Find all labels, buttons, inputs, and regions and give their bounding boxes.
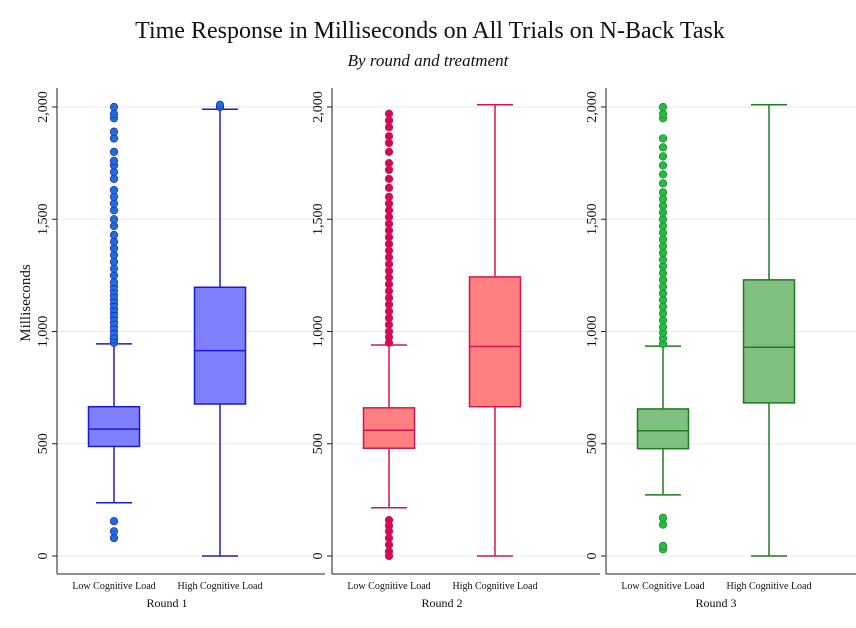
outlier-point	[658, 170, 668, 179]
outlier-point	[384, 132, 394, 141]
outlier-point	[658, 102, 668, 112]
outlier-point	[384, 159, 394, 168]
y-tick-label: 1,000	[585, 316, 600, 348]
box-iqr	[362, 407, 416, 449]
outlier-point	[384, 109, 394, 118]
outlier-point	[658, 134, 668, 143]
y-tick-label: 1,500	[311, 204, 326, 236]
outlier-point	[109, 215, 119, 224]
y-tick-label: 2,000	[36, 91, 51, 123]
box-iqr	[193, 286, 247, 405]
outlier-point	[658, 161, 668, 170]
outlier-point	[109, 527, 119, 536]
outlier-point	[109, 185, 119, 195]
box-iqr	[468, 276, 522, 408]
y-tick-label: 0	[311, 553, 326, 560]
y-tick-label: 2,000	[585, 91, 600, 123]
panel-round-1: 0 500 1,000 1,500 2,000 Low Cognitive Load Hig…	[36, 88, 325, 610]
outlier-point	[384, 174, 394, 183]
y-tick-label: 500	[585, 433, 600, 454]
outlier-point	[109, 517, 119, 526]
chart-subtitle: By round and treatment	[348, 51, 510, 70]
outlier-point	[384, 515, 394, 525]
panel-round-2: 0 500 1,000 1,500 2,000 Low Cognitive Load Hig…	[311, 88, 600, 610]
x-category-label: High Cognitive Load	[453, 581, 538, 592]
y-tick-label: 500	[36, 433, 51, 454]
chart-title: Time Response in Milliseconds on All Tri…	[135, 18, 725, 44]
panel-x-label: Round 1	[146, 596, 187, 610]
outlier-point	[384, 192, 394, 201]
y-tick-label: 1,500	[36, 204, 51, 236]
outlier-point	[109, 127, 119, 136]
box-iqr	[742, 279, 796, 404]
panel-round-3: 0 500 1,000 1,500 2,000 Low Cognitive Load Hig…	[585, 88, 856, 610]
outlier-point	[109, 102, 119, 112]
outlier-point	[384, 183, 394, 192]
y-tick-label: 1,500	[585, 204, 600, 236]
y-tick-label: 1,000	[36, 316, 51, 348]
y-tick-label: 0	[36, 553, 51, 560]
y-tick-label: 0	[585, 553, 600, 560]
panels-group: 0 500 1,000 1,500 2,000 Low Cognitive Load Hig…	[36, 88, 856, 610]
x-category-label: High Cognitive Load	[727, 581, 812, 592]
outlier-point	[109, 230, 119, 240]
outlier-point	[658, 541, 668, 550]
x-category-label: Low Cognitive Load	[621, 581, 704, 592]
outlier-point	[384, 147, 394, 156]
outlier-point	[658, 179, 668, 188]
x-category-label: Low Cognitive Load	[72, 581, 155, 592]
outlier-point	[658, 188, 668, 197]
outlier-point	[658, 143, 668, 152]
panel-x-label: Round 2	[421, 596, 462, 610]
box-iqr	[87, 405, 141, 448]
y-tick-label: 500	[311, 433, 326, 454]
outlier-point	[109, 156, 119, 165]
outlier-point	[215, 100, 225, 109]
y-tick-label: 2,000	[311, 91, 326, 123]
x-category-label: High Cognitive Load	[178, 581, 263, 592]
panel-x-label: Round 3	[695, 596, 736, 610]
y-tick-label: 1,000	[311, 316, 326, 348]
x-category-label: Low Cognitive Load	[347, 581, 430, 592]
y-axis-label: Milliseconds	[18, 264, 34, 342]
outlier-point	[658, 152, 668, 161]
outlier-point	[109, 147, 119, 156]
box-iqr	[636, 408, 690, 450]
outlier-point	[658, 513, 668, 522]
